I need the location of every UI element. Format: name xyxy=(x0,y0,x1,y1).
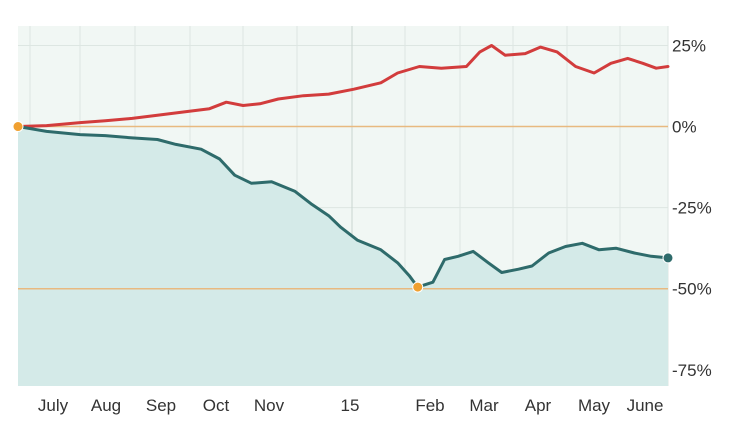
markers xyxy=(12,121,674,293)
x-tick-label: May xyxy=(578,396,611,415)
x-tick-label: Oct xyxy=(203,396,230,415)
marker-point xyxy=(412,281,424,293)
marker-point xyxy=(12,121,24,133)
area-fill-layer xyxy=(18,126,668,386)
y-tick-label: 25% xyxy=(672,36,706,55)
reference-lines xyxy=(18,125,668,290)
x-tick-label: Apr xyxy=(525,396,552,415)
y-tick-label: -50% xyxy=(672,280,712,299)
series-lines xyxy=(16,44,670,289)
marker-point xyxy=(662,252,674,264)
x-tick-label: Feb xyxy=(415,396,444,415)
x-tick-label: June xyxy=(627,396,664,415)
x-tick-label: 15 xyxy=(341,396,360,415)
x-tick-label: Sep xyxy=(146,396,176,415)
x-axis-labels: July Aug Sep Oct Nov 15 Feb Mar Apr May June xyxy=(38,396,664,415)
y-tick-label: 0% xyxy=(672,118,697,137)
x-tick-label: Mar xyxy=(469,396,499,415)
x-tick-label: Nov xyxy=(254,396,285,415)
series-1-line xyxy=(16,125,670,289)
x-tick-label: Aug xyxy=(91,396,121,415)
y-axis-labels: 25% 0% -25% -50% -75% xyxy=(672,36,712,379)
series-1-area xyxy=(18,126,668,386)
y-tick-label: -75% xyxy=(672,361,712,380)
series-0-line xyxy=(16,44,670,128)
y-tick-label: -25% xyxy=(672,199,712,218)
x-tick-label: July xyxy=(38,396,69,415)
